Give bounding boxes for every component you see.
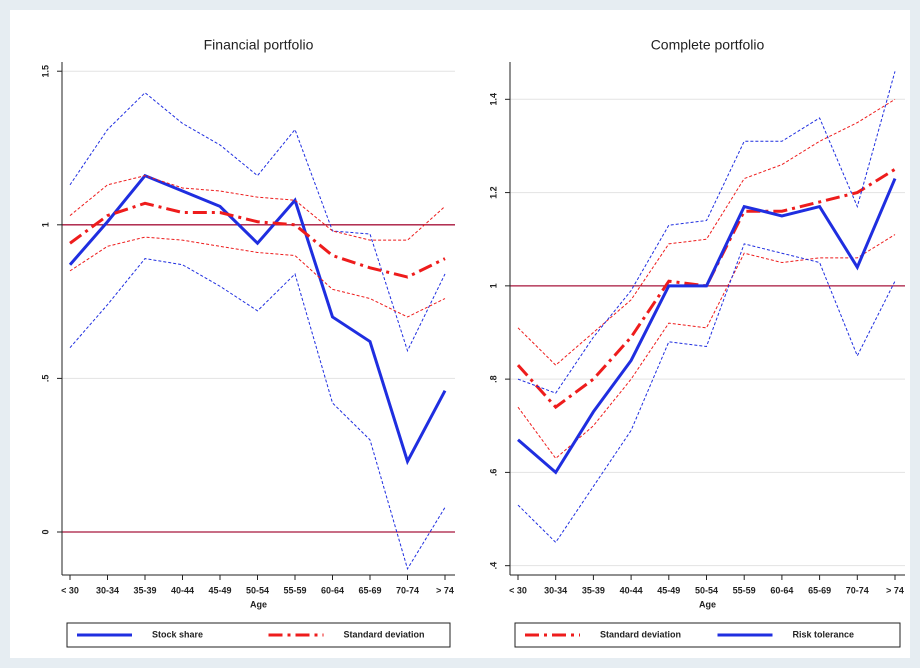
x-tick-label: 60-64 bbox=[321, 585, 344, 595]
x-tick-label: 55-59 bbox=[283, 585, 306, 595]
ci-lower-line bbox=[517, 234, 896, 460]
x-tick-label: > 74 bbox=[436, 585, 454, 595]
x-tick-label: 30-34 bbox=[544, 585, 567, 595]
ci-lower-line bbox=[517, 243, 896, 544]
legend-label: Standard deviation bbox=[344, 629, 425, 639]
series-line bbox=[69, 201, 446, 279]
x-tick-label: 55-59 bbox=[733, 585, 756, 595]
series-line bbox=[517, 178, 897, 475]
plot-background bbox=[10, 10, 910, 658]
legend-box bbox=[66, 622, 451, 648]
x-tick-label: 30-34 bbox=[96, 585, 119, 595]
chart-title: Complete portfolio bbox=[651, 37, 765, 53]
x-tick-label: 35-39 bbox=[133, 585, 156, 595]
legend-label: Stock share bbox=[152, 629, 203, 639]
y-tick-label: 1 bbox=[488, 283, 498, 288]
x-tick-label: 40-44 bbox=[620, 585, 643, 595]
ci-upper-line bbox=[517, 71, 896, 394]
x-tick-label: 45-49 bbox=[657, 585, 680, 595]
x-tick-label: 50-54 bbox=[695, 585, 718, 595]
legend-label: Standard deviation bbox=[600, 629, 681, 639]
series-line bbox=[516, 167, 896, 410]
x-tick-label: < 30 bbox=[61, 585, 79, 595]
x-tick-label: 45-49 bbox=[208, 585, 231, 595]
ci-lower-line bbox=[69, 236, 446, 318]
x-tick-label: 40-44 bbox=[171, 585, 194, 595]
legend-label: Risk tolerance bbox=[793, 629, 855, 639]
ci-upper-line bbox=[69, 175, 446, 241]
ci-upper-line bbox=[517, 98, 896, 366]
x-tick-label: > 74 bbox=[886, 585, 904, 595]
x-axis-title: Age bbox=[699, 599, 716, 609]
ci-upper-line bbox=[69, 92, 446, 353]
x-tick-label: 60-64 bbox=[770, 585, 793, 595]
y-tick-label: 1.5 bbox=[40, 65, 50, 78]
x-tick-label: 35-39 bbox=[582, 585, 605, 595]
x-tick-label: 65-69 bbox=[808, 585, 831, 595]
x-tick-label: 50-54 bbox=[246, 585, 269, 595]
y-tick-label: .8 bbox=[488, 375, 498, 383]
y-tick-label: 1.4 bbox=[488, 93, 498, 106]
ci-lower-line bbox=[69, 258, 446, 571]
x-tick-label: 65-69 bbox=[358, 585, 381, 595]
y-tick-label: .6 bbox=[488, 469, 498, 477]
series-line bbox=[68, 173, 447, 466]
x-tick-label: 70-74 bbox=[846, 585, 869, 595]
x-tick-label: 70-74 bbox=[396, 585, 419, 595]
x-axis-title: Age bbox=[250, 599, 267, 609]
y-tick-label: 1.2 bbox=[488, 186, 498, 199]
chart-title: Financial portfolio bbox=[204, 37, 314, 53]
y-tick-label: .4 bbox=[488, 562, 498, 570]
y-tick-label: 1 bbox=[40, 222, 50, 227]
x-tick-label: < 30 bbox=[509, 585, 527, 595]
y-tick-label: 0 bbox=[40, 529, 50, 534]
y-tick-label: .5 bbox=[40, 375, 50, 383]
